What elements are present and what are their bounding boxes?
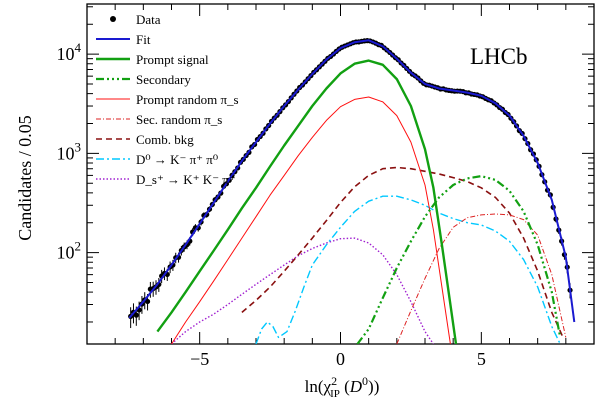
legend-label: D⁰ → K⁻ π⁺ π⁰ — [136, 152, 218, 167]
series-prompt-random-pis — [171, 96, 451, 344]
legend-entry-fit: Fit — [96, 32, 151, 47]
legend-label: Prompt random π_s — [136, 92, 239, 107]
series-fit — [128, 39, 576, 323]
legend-marker — [110, 16, 116, 22]
data-point — [133, 312, 139, 318]
x-tick-label: 0 — [336, 349, 345, 369]
legend-entry-data: Data — [110, 12, 161, 27]
legend-entry-ds-kkpi: D_s⁺ → K⁺ K⁻ π⁺ — [96, 172, 236, 187]
axis-ticks: −5 0 5 102 103 104 — [57, 4, 595, 369]
series-comb-bkg — [241, 166, 564, 338]
x-axis-label: ln(χ2 IP (D0)) — [305, 374, 380, 400]
legend-entry-prompt-signal: Prompt signal — [96, 52, 209, 67]
y-axis-label: Candidates / 0.05 — [15, 115, 35, 240]
legend-label: Sec. random π_s — [136, 112, 222, 127]
x-tick-label: −5 — [190, 349, 209, 369]
legend-entry-secondary: Secondary — [96, 72, 191, 87]
legend-label: Fit — [136, 32, 151, 47]
legend-label: Secondary — [136, 72, 191, 87]
y-tick-label: 102 — [57, 239, 82, 263]
fit-layer — [128, 39, 576, 323]
legend-entry-d0-kpipi0: D⁰ → K⁻ π⁺ π⁰ — [96, 152, 218, 167]
legend-label: D_s⁺ → K⁺ K⁻ π⁺ — [136, 172, 236, 187]
y-tick-label: 103 — [57, 139, 82, 163]
x-tick-label: 5 — [477, 349, 486, 369]
lhcb-label: LHCb — [470, 44, 528, 69]
series-d0-kpipi0 — [255, 195, 561, 344]
data-point — [144, 298, 151, 305]
legend-entry-prompt-random-pis: Prompt random π_s — [96, 92, 239, 107]
series-layer — [156, 59, 567, 344]
series-prompt-signal — [156, 59, 458, 344]
legend-label: Prompt signal — [136, 52, 209, 67]
legend-entry-comb-bkg: Comb. bkg — [96, 132, 194, 147]
series-secondary — [356, 175, 562, 344]
legend-label: Data — [136, 12, 161, 27]
legend-entry-sec-random-pis: Sec. random π_s — [96, 112, 222, 127]
legend: Data Fit Prompt signal Secondary Prompt rand… — [96, 12, 239, 187]
legend-label: Comb. bkg — [136, 132, 194, 147]
series-sec-random-pis — [396, 213, 567, 344]
y-tick-label: 104 — [57, 40, 82, 64]
